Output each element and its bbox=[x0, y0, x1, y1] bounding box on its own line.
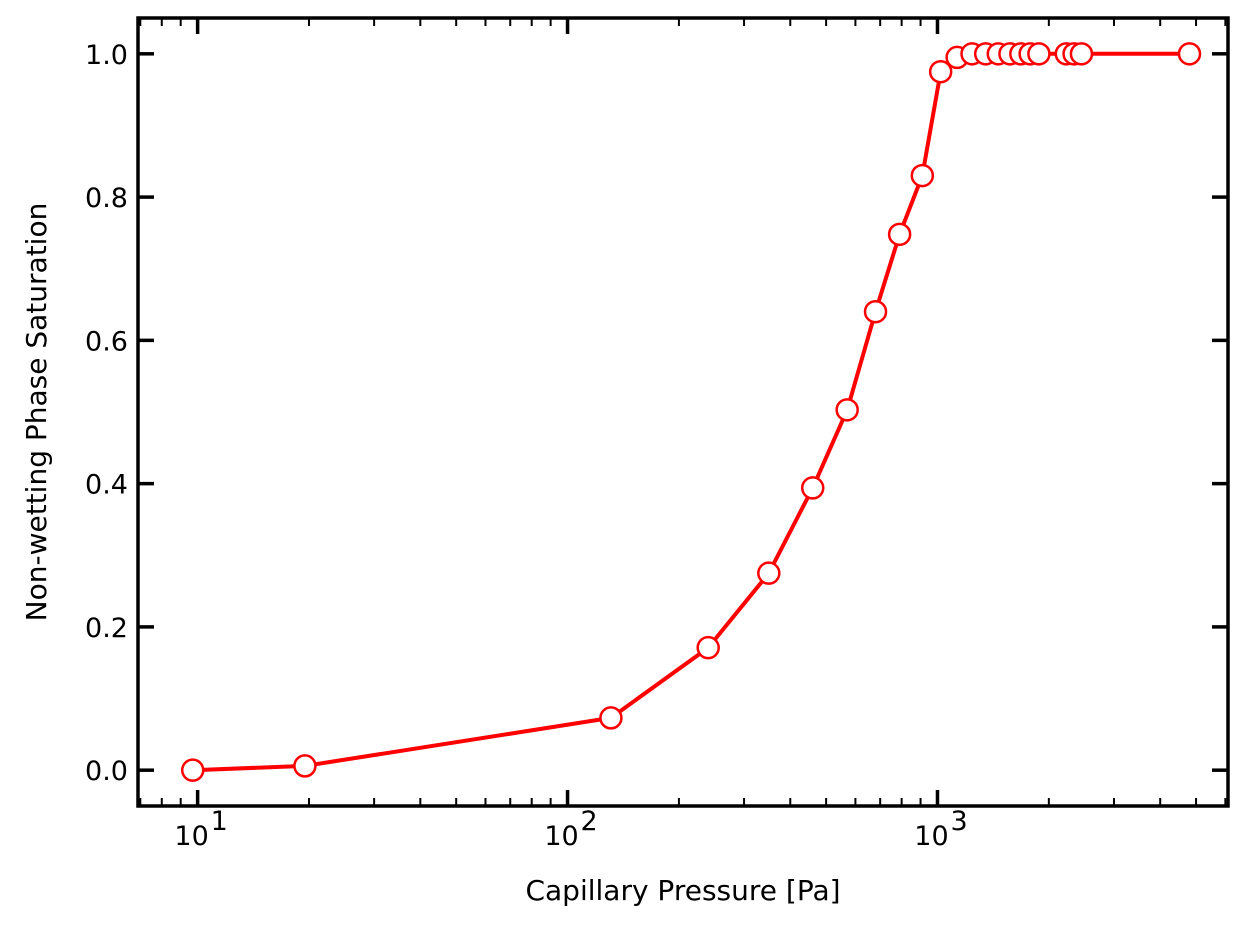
data-point bbox=[800, 476, 825, 500]
x-tick-label-exponent: 2 bbox=[581, 806, 598, 837]
data-point bbox=[1027, 42, 1051, 66]
data-point bbox=[180, 758, 205, 782]
data-point bbox=[863, 299, 888, 324]
data-point bbox=[696, 635, 720, 660]
data-series bbox=[180, 42, 1202, 782]
y-tick-label: 0.8 bbox=[85, 183, 128, 214]
y-axis-label: Non-wetting Phase Saturation bbox=[20, 203, 53, 622]
y-tick-label: 0.6 bbox=[85, 326, 128, 357]
data-point bbox=[887, 222, 912, 247]
data-point bbox=[910, 163, 935, 188]
series-line bbox=[192, 51, 1190, 773]
data-point bbox=[599, 706, 623, 730]
tick-labels: 10 1 10 2 10 30.00.20.40.60.81.0 bbox=[85, 40, 968, 852]
y-tick-label: 0.0 bbox=[85, 756, 128, 787]
x-tick-label-exponent: 1 bbox=[211, 806, 228, 837]
x-tick-label: 10 bbox=[914, 821, 948, 852]
data-point bbox=[293, 754, 317, 778]
data-point bbox=[1069, 42, 1094, 66]
y-tick-label: 0.2 bbox=[85, 613, 128, 644]
data-point bbox=[1177, 42, 1202, 66]
data-point bbox=[757, 561, 781, 585]
y-tick-label: 0.4 bbox=[85, 470, 128, 501]
x-tick-label-exponent: 3 bbox=[950, 806, 967, 837]
plot-frame bbox=[136, 16, 1230, 808]
y-tick-label: 1.0 bbox=[85, 40, 128, 71]
x-tick-label: 10 bbox=[544, 821, 578, 852]
x-minor-ticks bbox=[139, 18, 1227, 806]
data-point bbox=[835, 398, 859, 422]
data-point bbox=[928, 59, 953, 84]
x-axis-label: Capillary Pressure [Pa] bbox=[525, 874, 840, 907]
x-tick-label: 10 bbox=[174, 821, 208, 852]
major-ticks bbox=[138, 18, 1228, 806]
